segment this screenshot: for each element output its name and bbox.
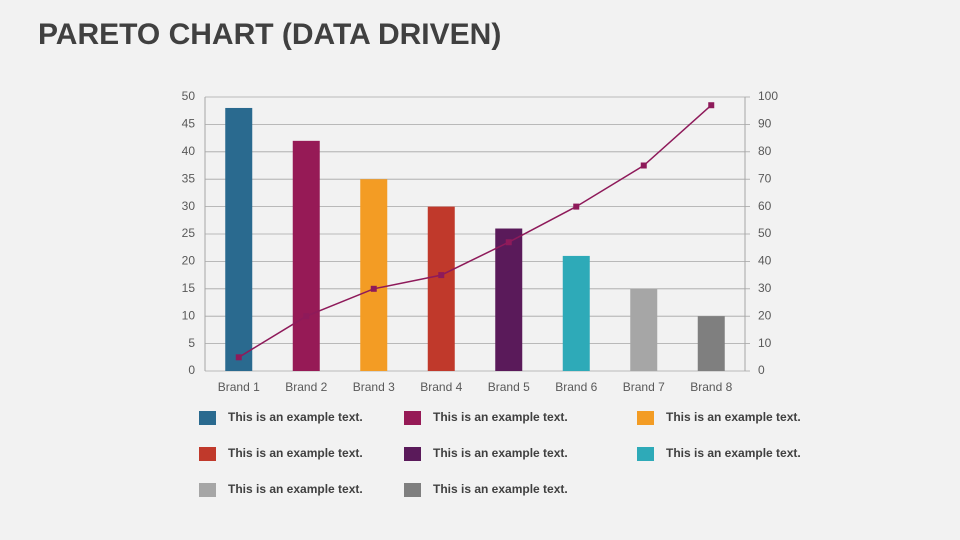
pareto-line [238,104,712,358]
x-tick-label: Brand 5 [488,380,530,394]
y2-tick-label: 50 [758,226,772,240]
bar [225,107,253,372]
y2-tick-label: 10 [758,336,772,350]
legend-label: This is an example text. [433,410,568,424]
bar [427,206,455,371]
legend-label: This is an example text. [228,410,363,424]
line-marker [438,272,445,279]
legend-label: This is an example text. [666,446,801,460]
bar [562,255,590,371]
y2-tick-label: 90 [758,117,772,131]
legend-label: This is an example text. [666,410,801,424]
y-tick-label: 15 [182,281,196,295]
line-marker [370,285,377,292]
y-tick-label: 50 [182,89,196,103]
x-tick-label: Brand 6 [555,380,597,394]
y-tick-label: 40 [182,144,196,158]
line-marker [640,162,647,169]
x-tick-label: Brand 8 [690,380,732,394]
x-tick-label: Brand 3 [353,380,395,394]
x-tick-label: Brand 7 [623,380,665,394]
bar [697,316,725,371]
bar [360,179,388,371]
y2-tick-label: 70 [758,171,772,185]
chart-title: PARETO CHART (DATA DRIVEN) [38,18,501,51]
legend-swatch [404,411,421,425]
line-marker [573,203,580,210]
y-tick-label: 0 [188,363,195,377]
legend-swatch [637,447,654,461]
y2-tick-label: 0 [758,363,765,377]
y2-tick-label: 100 [758,89,778,103]
y2-tick-label: 40 [758,254,772,268]
y2-tick-label: 20 [758,308,772,322]
legend-label: This is an example text. [433,482,568,496]
y2-tick-label: 30 [758,281,772,295]
bar [495,228,523,371]
y-tick-label: 20 [182,254,196,268]
y-tick-label: 5 [188,336,195,350]
bar [630,288,658,371]
y-tick-label: 30 [182,199,196,213]
y-tick-label: 25 [182,226,196,240]
legend-swatch [199,411,216,425]
legend-swatch [404,447,421,461]
line-marker [708,102,715,109]
y-tick-label: 35 [182,171,196,185]
legend-swatch [637,411,654,425]
y2-tick-label: 60 [758,199,772,213]
legend-swatch [404,483,421,497]
legend-label: This is an example text. [228,482,363,496]
y-tick-label: 45 [182,117,196,131]
line-marker [303,313,310,320]
y2-tick-label: 80 [758,144,772,158]
legend-label: This is an example text. [433,446,568,460]
x-tick-label: Brand 1 [218,380,260,394]
bar [292,140,320,371]
x-tick-label: Brand 4 [420,380,462,394]
legend-swatch [199,447,216,461]
y-tick-label: 10 [182,308,196,322]
x-tick-label: Brand 2 [285,380,327,394]
line-marker [505,239,512,246]
legend-label: This is an example text. [228,446,363,460]
legend-swatch [199,483,216,497]
line-marker [235,354,242,361]
